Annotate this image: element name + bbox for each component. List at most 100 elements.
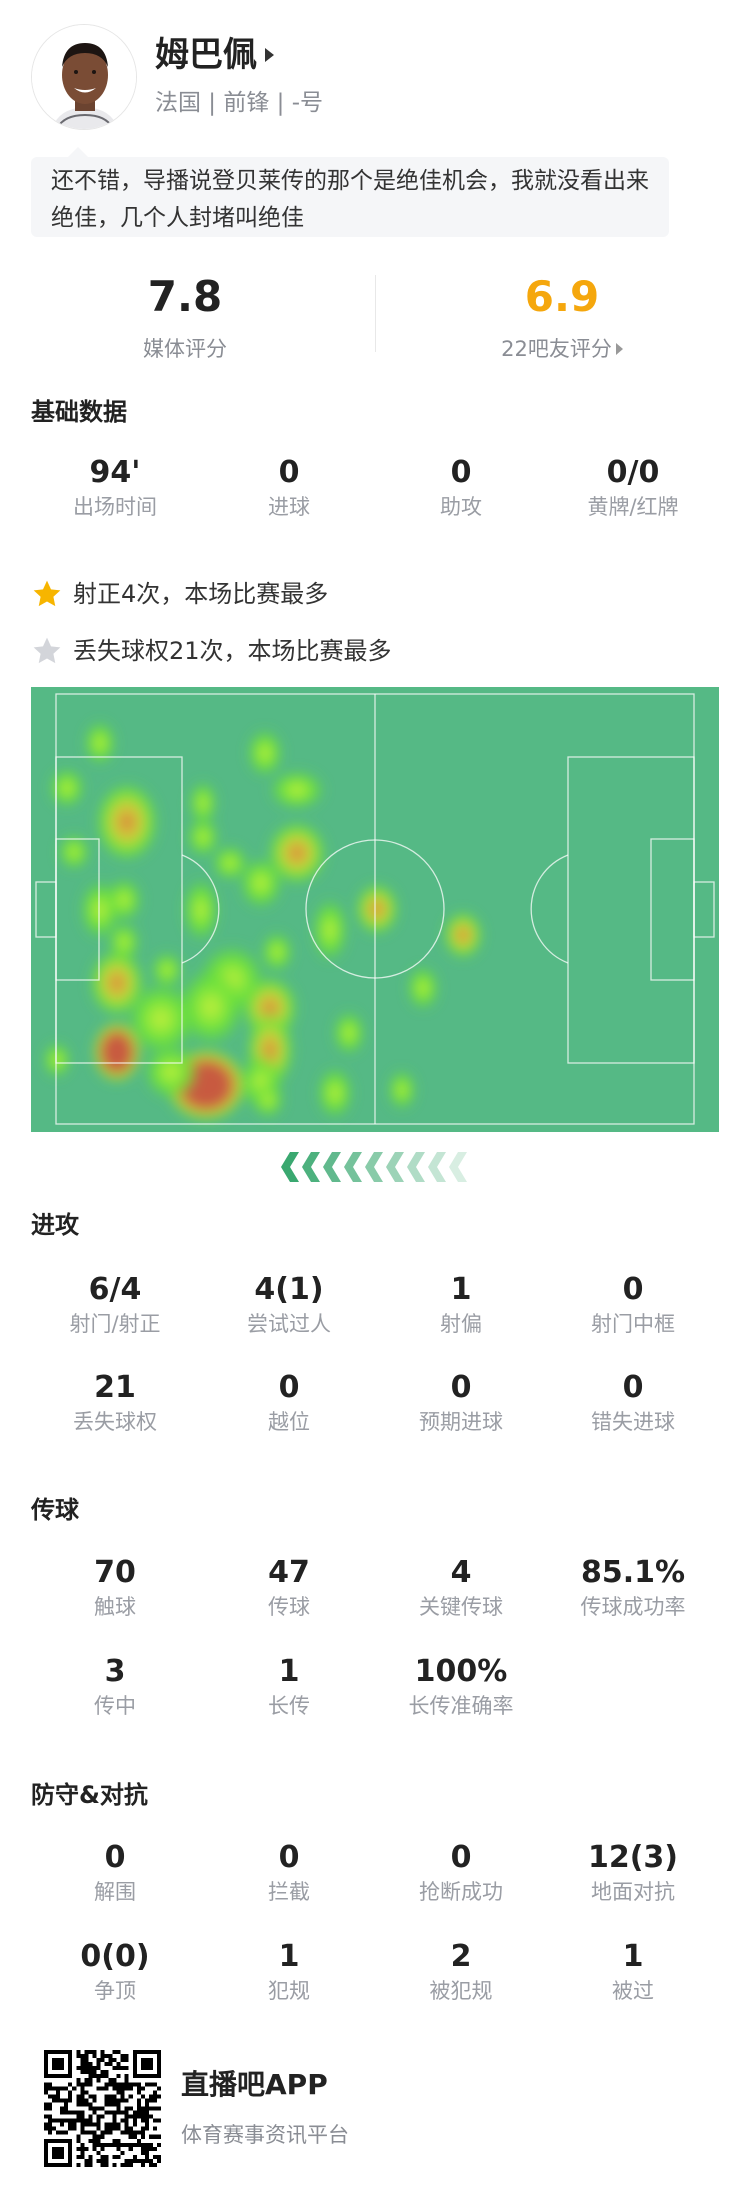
heat-spot [58,834,90,870]
stat-value: 4 [450,1555,472,1590]
pitch-lines [35,693,715,1125]
caret-right-icon [615,343,623,355]
heat-spot [261,932,293,972]
player-comment: 还不错，导播说登贝莱传的那个是绝佳机会，我就没看出来绝佳，几个人封堵叫绝佳 [31,157,669,237]
stat-item: 0 越位 [204,1370,374,1436]
app-tagline: 体育赛事资讯平台 [181,2123,349,2147]
stat-value: 1 [450,1272,472,1307]
heat-spot [333,1011,365,1055]
stat-label: 传球 [268,1595,310,1619]
heatmap-svg [35,693,715,1125]
highlight-item: 丢失球权21次，本场比赛最多 [31,635,392,667]
heat-spot [269,770,325,810]
player-avatar[interactable] [31,24,137,130]
stat-label: 解围 [94,1880,136,1904]
right-penalty-arc [530,854,569,964]
player-meta: 法国 | 前锋 | -号 [155,90,324,116]
stat-item: 4 关键传球 [376,1555,546,1621]
right-penalty-box [567,756,695,1064]
heat-spot [443,911,483,959]
media-rating: 7.8 媒体评分 [85,272,285,364]
stat-item: 1 射偏 [376,1272,546,1338]
heat-spot [43,1042,71,1078]
section-title-defense: 防守&对抗 [31,1781,148,1809]
stat-value: 0 [450,455,472,490]
section-title-attack: 进攻 [31,1211,79,1239]
stat-item: 0 射门中框 [548,1272,718,1338]
chevron-left-icon [428,1152,446,1182]
left-penalty-arc [181,854,220,964]
highlight-text: 丢失球权21次，本场比赛最多 [73,637,392,665]
heat-spot [106,878,142,922]
stat-value: 1 [278,1654,300,1689]
stat-label: 错失进球 [591,1410,675,1434]
stat-item: 0(0) 争顶 [30,1939,200,2005]
caret-right-icon [265,48,274,62]
highlight-text: 射正4次，本场比赛最多 [73,580,329,608]
stat-value: 85.1% [580,1555,686,1590]
player-photo [32,25,136,129]
section-title-passing: 传球 [31,1496,79,1524]
attack-direction-indicator [280,1152,467,1182]
heat-spot [407,966,439,1010]
stat-label: 触球 [94,1595,136,1619]
stat-label: 传球成功率 [580,1595,686,1619]
heat-spot [189,781,217,825]
chevron-left-icon [407,1152,425,1182]
stat-value: 100% [414,1654,508,1689]
stat-item: 3 传中 [30,1654,200,1720]
stat-value: 0 [450,1840,472,1875]
chevron-left-icon [365,1152,383,1182]
heat-spot [95,782,159,862]
stat-item: 4(1) 尝试过人 [204,1272,374,1338]
stat-value: 21 [94,1370,136,1405]
stat-item: 1 犯规 [204,1939,374,2005]
stat-item: 1 被过 [548,1939,718,2005]
stat-value: 1 [278,1939,300,1974]
heat-spot [388,1070,416,1110]
stat-item: 2 被犯规 [376,1939,546,2005]
stat-label: 被过 [612,1979,654,2003]
app-name: 直播吧APP [181,2068,328,2101]
stat-label: 射门中框 [591,1312,675,1336]
stat-item: 0 进球 [204,455,374,521]
stat-value: 0 [450,1370,472,1405]
chevron-left-icon [323,1152,341,1182]
fan-rating[interactable]: 6.9 22吧友评分 [462,272,662,364]
stat-label: 犯规 [268,1979,310,2003]
stat-value: 3 [104,1654,126,1689]
divider [375,275,376,352]
heat-spot [239,857,283,909]
stat-label: 争顶 [94,1979,136,2003]
stat-item: 47 传球 [204,1555,374,1621]
stat-value: 6/4 [88,1272,142,1307]
stat-label: 出场时间 [73,495,157,519]
stat-item: 0 预期进球 [376,1370,546,1436]
stat-value: 12(3) [587,1840,679,1875]
section-title-basic: 基础数据 [31,398,127,426]
stat-value: 0 [278,455,300,490]
stat-value: 0 [622,1272,644,1307]
heatmap-pitch [31,687,719,1132]
player-name: 姆巴佩 [155,35,257,75]
heat-spot [143,1044,199,1100]
stat-item: 0 解围 [30,1840,200,1906]
star-gray-icon [33,637,61,664]
player-name-link[interactable]: 姆巴佩 [155,34,274,76]
stat-label: 黄牌/红牌 [587,495,679,519]
heat-spot [355,883,399,935]
stat-value: 0(0) [80,1939,150,1974]
heat-spot [317,1067,353,1119]
fan-rating-value: 6.9 [524,272,600,321]
center-circle [305,839,445,979]
stat-label: 尝试过人 [247,1312,331,1336]
stat-label: 进球 [268,495,310,519]
stat-label: 关键传球 [419,1595,503,1619]
stat-value: 0 [278,1840,300,1875]
qr-code [44,2050,161,2167]
left-goal [35,881,57,938]
heat-spot [312,898,348,962]
chevron-left-icon [302,1152,320,1182]
stat-label: 被犯规 [429,1979,493,2003]
stat-item: 70 触球 [30,1555,200,1621]
